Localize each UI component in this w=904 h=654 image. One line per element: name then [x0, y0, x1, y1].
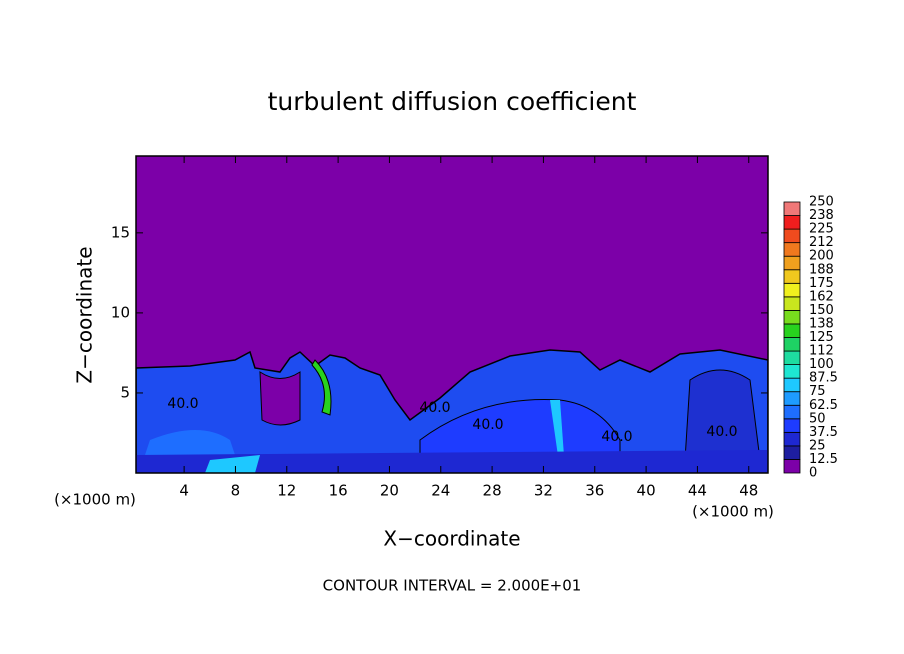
x-axis-label: X−coordinate	[383, 527, 520, 551]
colorbar-label: 125	[809, 330, 834, 345]
colorbar-label: 225	[809, 222, 834, 237]
colorbar-box	[783, 364, 801, 379]
y-tick-label: 15	[111, 223, 130, 241]
colorbar-box	[783, 459, 801, 474]
colorbar-box	[783, 201, 801, 216]
x-tick-label: 12	[277, 482, 296, 500]
x-tick-label: 24	[431, 482, 450, 500]
contour-label: 40.0	[472, 417, 503, 433]
colorbar-label: 212	[809, 235, 834, 250]
colorbar-box	[783, 431, 801, 447]
colorbar-box	[783, 445, 801, 460]
colorbar-label: 62.5	[809, 398, 838, 413]
colorbar-label: 0	[809, 466, 817, 481]
colorbar-label: 25	[809, 438, 826, 453]
colorbar-label: 100	[809, 357, 834, 372]
colorbar-label: 75	[809, 384, 826, 399]
plot-frame	[135, 155, 769, 474]
contour-label: 40.0	[419, 400, 450, 416]
colorbar-label: 200	[809, 249, 834, 264]
x-tick-label: 44	[688, 482, 707, 500]
chart-title: turbulent diffusion coefficient	[268, 87, 637, 116]
colorbar-label: 37.5	[809, 425, 838, 440]
y-axis-label: Z−coordinate	[73, 246, 97, 383]
colorbar-box	[783, 337, 801, 352]
x-tick-label: 16	[329, 482, 348, 500]
x-unit: (×1000 m)	[692, 503, 774, 521]
colorbar-label: 175	[809, 276, 834, 291]
colorbar-label: 188	[809, 262, 834, 277]
colorbar-box	[783, 228, 801, 244]
x-tick-label: 8	[231, 482, 241, 500]
footer: CONTOUR INTERVAL = 2.000E+01	[323, 577, 582, 595]
x-unit: (×1000 m)	[54, 491, 136, 509]
colorbar-label: 150	[809, 303, 834, 318]
field	[136, 156, 768, 473]
colorbar-label: 138	[809, 316, 834, 331]
x-tick-label: 40	[637, 482, 656, 500]
contour-label: 40.0	[706, 424, 737, 440]
colorbar-box	[783, 282, 801, 298]
colorbar-label: 50	[809, 411, 826, 426]
colorbar-box	[783, 350, 801, 365]
contour-label: 40.0	[167, 396, 198, 412]
x-tick-label: 36	[585, 482, 604, 500]
colorbar-label: 238	[809, 208, 834, 223]
contour-label: 40.0	[601, 429, 632, 445]
colorbar-box	[783, 377, 801, 393]
colorbar-box	[783, 296, 801, 311]
colorbar-label: 87.5	[809, 371, 838, 386]
colorbar-box	[783, 269, 801, 284]
colorbar-label: 112	[809, 344, 834, 359]
colorbar-box	[783, 215, 801, 230]
colorbar-box	[783, 255, 801, 271]
x-tick-label: 48	[739, 482, 758, 500]
y-tick-label: 5	[120, 383, 130, 401]
x-tick-label: 28	[483, 482, 502, 500]
colorbar-label: 12.5	[809, 452, 838, 467]
colorbar-box	[783, 418, 801, 433]
colorbar-box	[783, 323, 801, 338]
colorbar-box	[783, 309, 801, 325]
x-tick-label: 20	[380, 482, 399, 500]
y-tick-label: 10	[111, 303, 130, 321]
colorbar-box	[783, 242, 801, 257]
colorbar-label: 162	[809, 289, 834, 304]
x-tick-label: 4	[179, 482, 189, 500]
colorbar-box	[783, 404, 801, 420]
colorbar-box	[783, 391, 801, 406]
colorbar-label: 250	[809, 195, 834, 210]
x-tick-label: 32	[534, 482, 553, 500]
